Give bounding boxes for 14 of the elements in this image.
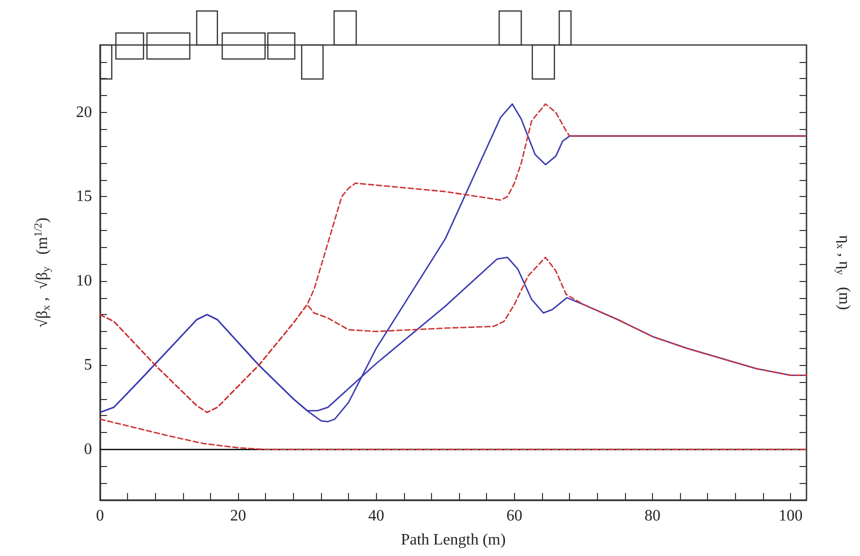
- x-tick-label: 0: [96, 508, 104, 524]
- y2-axis-title: ηx , ηy (m): [834, 235, 852, 310]
- y-axis-title: √βx , √βy (m1/2): [32, 218, 52, 328]
- x-tick-label: 40: [368, 508, 384, 524]
- y-tick-label: 5: [84, 356, 92, 374]
- y-tick-label: 10: [76, 272, 92, 290]
- x-tick-label: 100: [778, 508, 803, 524]
- y-tick-label: 20: [76, 104, 92, 121]
- y-tick-label: 15: [76, 188, 92, 206]
- x-tick-label: 20: [230, 508, 246, 524]
- x-tick-label: 60: [506, 508, 522, 524]
- x-tick-label: 80: [644, 508, 660, 524]
- y-tick-label: 0: [84, 440, 92, 458]
- x-axis-title: Path Length (m): [400, 532, 506, 548]
